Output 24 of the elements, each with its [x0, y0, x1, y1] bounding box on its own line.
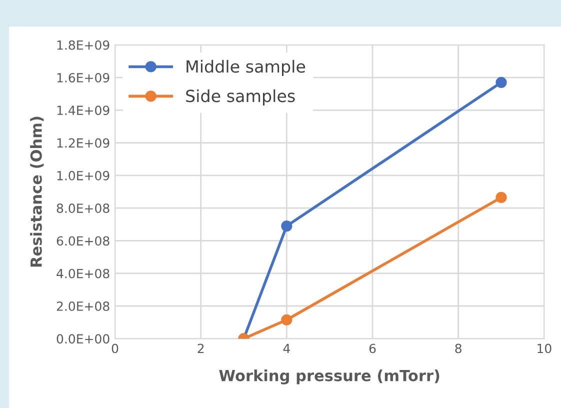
y-tick-label: 1.0E+09 — [57, 170, 110, 180]
y-tick-label: 6.0E+08 — [56, 236, 110, 246]
x-tick-label: 4 — [283, 344, 290, 353]
legend-label: Middle sample — [186, 60, 306, 76]
x-tick-label: 6 — [369, 344, 376, 354]
x-axis-title: Working pressure (mTorr) — [219, 369, 440, 384]
x-tick-label: 10 — [538, 344, 552, 354]
y-tick-label: 1.6E+09 — [57, 72, 110, 82]
x-tick-label: 0 — [112, 344, 118, 354]
y-tick-label: 0.0E+00 — [56, 334, 110, 344]
x-tick-label: 2 — [198, 344, 204, 353]
y-tick-label: 2.0E+08 — [56, 301, 110, 311]
y-tick-label: 1.8E+09 — [57, 40, 110, 50]
point — [496, 76, 507, 88]
point — [281, 220, 292, 232]
point — [281, 314, 292, 326]
y-axis-title: Resistance (Ohm) — [30, 116, 44, 267]
y-tick-label: 4.0E+08 — [56, 268, 110, 278]
point — [496, 192, 507, 204]
y-tick-label: 1.4E+09 — [57, 106, 110, 116]
x-tick-label: 8 — [455, 344, 462, 354]
legend-label: Side samples — [186, 89, 295, 106]
y-tick-label: 8.0E+08 — [56, 204, 110, 214]
y-tick-label: 1.2E+09 — [57, 138, 110, 148]
